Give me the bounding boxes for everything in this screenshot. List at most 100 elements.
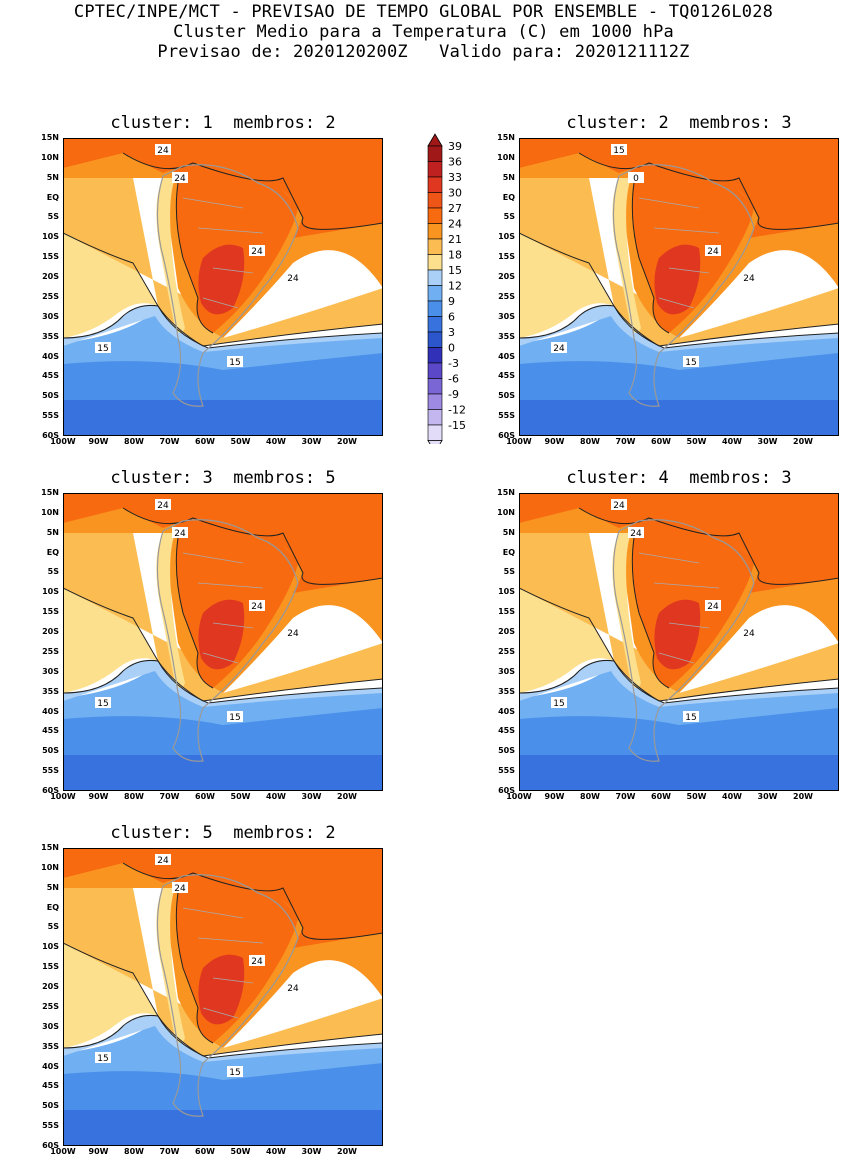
ocean-cold-band-2 — [63, 313, 383, 370]
svg-text:15: 15 — [229, 1068, 240, 1078]
lat-tick-label: 5S — [503, 567, 515, 577]
colorbar-swatch — [427, 424, 443, 441]
lon-tick-label: 50W — [230, 792, 251, 801]
lon-tick-label: 80W — [580, 437, 600, 446]
contour-label: 15 — [683, 356, 699, 368]
contour-label: 24 — [611, 499, 627, 511]
colorbar-label: -3 — [448, 357, 459, 370]
lat-tick-label: 45S — [42, 371, 59, 381]
contour-line — [578, 507, 839, 585]
lat-tick-label: 30S — [498, 666, 515, 676]
colorbar-label: 6 — [448, 311, 455, 324]
lat-tick-label: 20S — [42, 982, 59, 992]
contour-line — [519, 232, 839, 347]
svg-text:24: 24 — [287, 274, 299, 284]
svg-text:15: 15 — [613, 146, 624, 156]
ocean-mild-band — [519, 533, 839, 701]
lon-tick-label: 50W — [230, 437, 251, 446]
country-borders — [182, 197, 264, 309]
svg-text:24: 24 — [251, 957, 263, 967]
lon-tick-label: 70W — [615, 792, 636, 801]
continent-warmest-region — [654, 244, 701, 315]
lon-tick-label: 40W — [266, 792, 286, 801]
ocean-mild-band — [519, 178, 839, 346]
lat-tick-label: 35S — [42, 1041, 59, 1051]
contour-label: 24 — [741, 272, 757, 284]
svg-text:24: 24 — [707, 247, 719, 257]
lat-tick-label: 45S — [498, 726, 515, 736]
lat-tick-label: 15N — [41, 133, 59, 142]
lon-tick-label: 60W — [195, 437, 215, 446]
lat-tick-label: 20S — [498, 627, 515, 637]
header-line-3: Previsao de: 2020120200Z Valido para: 20… — [157, 42, 690, 62]
lon-tick-label: 20W — [793, 792, 813, 801]
lon-tick-label: 80W — [580, 792, 600, 801]
lat-tick-label: 10S — [42, 232, 59, 242]
lon-tick-label: 70W — [615, 437, 636, 446]
contour-line — [519, 305, 839, 349]
ocean-cool-band — [519, 233, 614, 338]
contour-label: 15 — [95, 1052, 111, 1064]
coastline — [156, 164, 299, 407]
contour-line — [122, 152, 383, 230]
lat-tick-label: 5S — [47, 922, 59, 932]
ocean-cold-band-1 — [63, 305, 383, 352]
colorbar-label: -12 — [448, 404, 466, 417]
colorbar-swatch — [427, 269, 443, 286]
contour-label: 0 — [628, 172, 644, 184]
svg-text:15: 15 — [97, 1054, 108, 1064]
coastline — [612, 519, 755, 762]
ocean-cold-band-4 — [63, 400, 383, 436]
andes-cool-strip — [156, 178, 185, 333]
contour-label: 15 — [95, 342, 111, 354]
ocean-cold-band-1 — [519, 305, 839, 352]
lat-tick-label: 10N — [497, 507, 515, 517]
lon-tick-label: 100W — [50, 1147, 76, 1156]
colorbar-label: 33 — [448, 171, 462, 184]
lat-tick-label: 40S — [498, 351, 515, 361]
svg-text:15: 15 — [97, 344, 108, 354]
lon-tick-label: 90W — [544, 437, 565, 446]
lat-tick-label: 15S — [42, 962, 59, 972]
svg-text:24: 24 — [743, 274, 755, 284]
colorbar-label: 24 — [448, 218, 462, 231]
svg-text:24: 24 — [251, 247, 263, 257]
lat-tick-label: 60S — [498, 786, 515, 795]
lat-tick-label: 45S — [498, 371, 515, 381]
coastline — [612, 164, 755, 407]
lat-tick-label: EQ — [46, 902, 59, 912]
country-borders — [182, 552, 264, 664]
colorbar-label: -9 — [448, 388, 459, 401]
svg-text:24: 24 — [613, 501, 625, 511]
continent-warmest-region — [654, 599, 701, 670]
lat-tick-label: 10S — [42, 587, 59, 597]
lat-tick-label: 25S — [498, 646, 515, 656]
lat-tick-label: 50S — [42, 1101, 59, 1111]
lon-tick-label: 100W — [50, 792, 76, 801]
colorbar-swatch — [427, 285, 443, 302]
ocean-cool-band — [63, 588, 158, 693]
lon-tick-label: 60W — [651, 437, 671, 446]
contour-label: 24 — [172, 527, 188, 539]
lat-tick-label: 35S — [498, 331, 515, 341]
colorbar-swatch — [427, 176, 443, 193]
header-line-2: Cluster Medio para a Temperatura (C) em … — [173, 22, 674, 42]
lat-tick-label: 15S — [498, 252, 515, 262]
ocean-cold-band-2 — [519, 313, 839, 370]
contour-line — [63, 232, 383, 347]
lon-tick-label: 100W — [506, 792, 532, 801]
lat-tick-label: EQ — [502, 192, 515, 202]
ocean-mild-band — [63, 888, 383, 1056]
lat-tick-label: 5N — [46, 882, 59, 892]
lat-tick-label: 30S — [42, 666, 59, 676]
svg-text:15: 15 — [685, 358, 696, 368]
colorbar-swatch — [427, 254, 443, 271]
ocean-cold-band-2 — [519, 668, 839, 725]
lon-tick-label: 60W — [195, 792, 215, 801]
map-frame — [63, 138, 383, 436]
map-frame — [63, 493, 383, 791]
colorbar-label: 3 — [448, 326, 455, 339]
lat-tick-label: 55S — [42, 1121, 59, 1131]
ocean-cold-band-1 — [519, 660, 839, 707]
svg-text:15: 15 — [685, 713, 696, 723]
